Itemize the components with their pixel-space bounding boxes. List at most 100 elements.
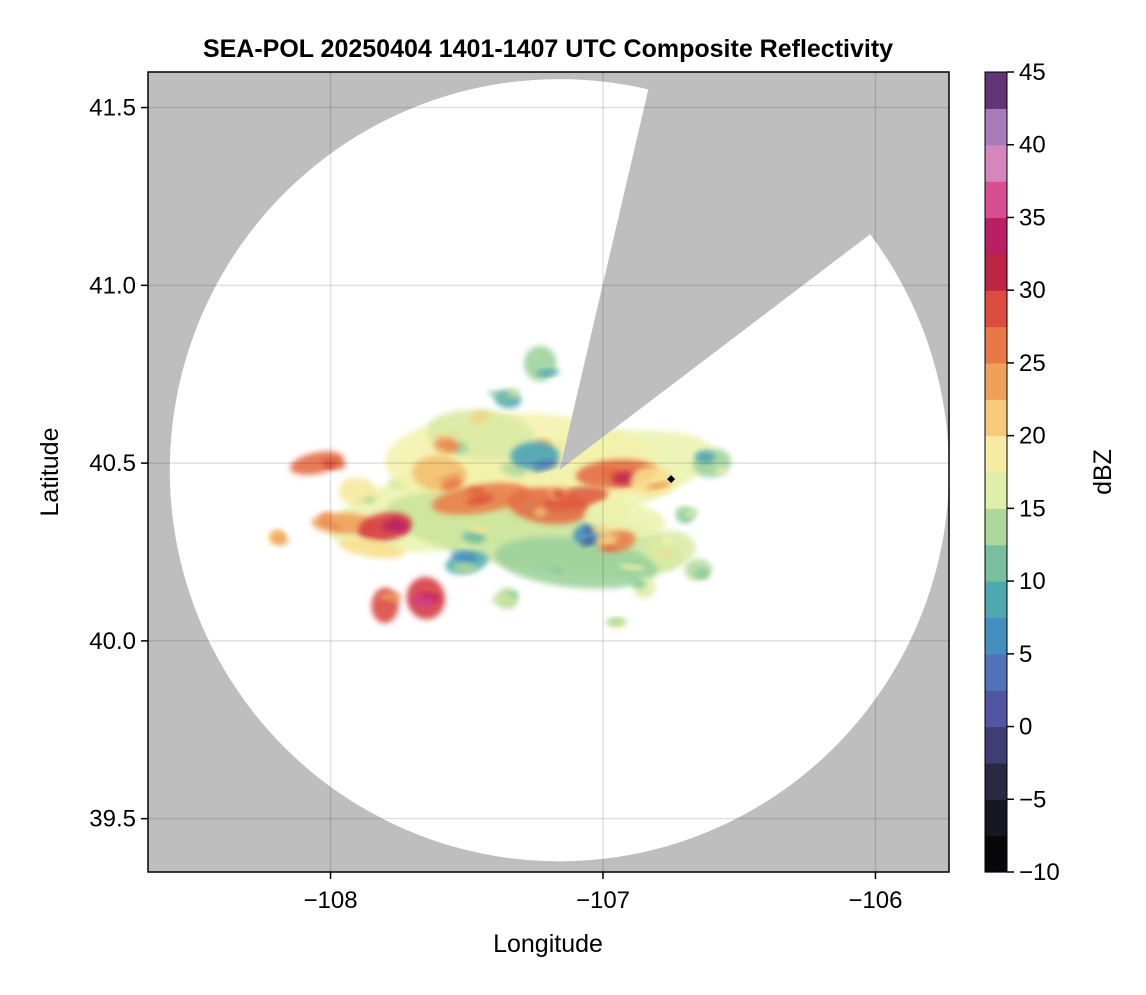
colorbar-segment [985,617,1007,655]
x-axis-ticks: −108 −107 −106 [304,872,902,914]
echo-speckle [411,594,435,609]
colorbar-segment [985,835,1007,873]
colorbar-segment [985,217,1007,255]
echo-speckle [491,593,515,606]
colorbar-tick-label: 45 [1019,59,1046,86]
echo-speckle [469,525,489,534]
colorbar-segment [985,72,1007,109]
echo-speckle [365,497,375,505]
colorbar-segment [985,290,1007,328]
echo-speckle [606,617,627,626]
echo-speckle [695,568,709,579]
y-tick-label: 41.0 [89,272,136,299]
colorbar-segment [985,690,1007,728]
echo-cell [646,530,696,567]
x-axis-label: Longitude [493,930,603,958]
echo-speckle [467,494,494,506]
echo-speckle [552,489,566,499]
colorbar-segment [985,581,1007,619]
y-tick-label: 41.5 [89,95,136,122]
colorbar-segment [985,508,1007,546]
echo-speckle [631,577,646,589]
echo-cell [339,538,404,559]
colorbar-tick-label: 40 [1019,132,1046,159]
echo-speckle [441,476,463,492]
colorbar-tick-label: 20 [1019,423,1046,450]
colorbar-frame [984,71,1008,873]
y-axis-label: Latitude [36,428,64,517]
echo-speckle [467,487,486,497]
echo-speckle [695,450,715,464]
echo-speckle [532,458,549,465]
echo-speckle [380,599,391,606]
echo-speckle [660,549,671,557]
echo-speckle [507,387,520,399]
echo-speckle [452,562,477,574]
grid-lines [148,72,949,872]
echo-speckle [646,481,671,490]
colorbar [984,71,1008,873]
colorbar-segment [985,253,1007,291]
echo-speckle [551,566,563,575]
chart-title: SEA-POL 20250404 1401-1407 UTC Composite… [203,35,893,63]
colorbar-label: dBZ [1089,449,1117,495]
echo-speckle [619,564,646,571]
echo-speckle [661,486,671,495]
colorbar-segment [985,799,1007,837]
x-tick-label: −106 [848,887,902,914]
echo-cell [290,451,344,475]
y-tick-label: 40.5 [89,450,136,477]
echo-speckle [487,390,510,400]
echo-speckle [596,533,618,547]
colorbar-segment [985,399,1007,437]
colorbar-tick-label: 5 [1019,641,1032,668]
echo-speckle [533,507,548,517]
echo-speckle [322,458,346,470]
echo-speckle [388,541,397,551]
echo-speckle [469,410,490,425]
plot-frame [147,71,950,873]
echo-speckle [462,531,486,544]
echo-speckle [379,591,403,603]
echo-speckle [319,520,344,530]
x-tick-label: −107 [576,887,630,914]
x-tick-label: −108 [304,887,358,914]
colorbar-segment [985,762,1007,800]
y-tick-label: 40.0 [89,628,136,655]
colorbar-tick-label: −5 [1019,786,1046,813]
echo-speckle [451,550,478,563]
colorbar-tick-label: 30 [1019,277,1046,304]
echo-speckle [661,534,674,548]
colorbar-segment [985,108,1007,146]
echo-speckle [581,537,597,546]
echo-speckle [319,511,333,522]
colorbar-tick-label: 15 [1019,495,1046,522]
colorbar-tick-label: 25 [1019,350,1046,377]
colorbar-segment [985,435,1007,473]
echo-speckle [536,369,560,377]
colorbar-tick-label: 10 [1019,568,1046,595]
colorbar-segment [985,362,1007,400]
colorbar-segment [985,653,1007,691]
colorbar-segment [985,326,1007,364]
colorbar-segment [985,181,1007,219]
plot-area [148,72,949,872]
colorbar-segment [985,144,1007,182]
colorbar-segment [985,726,1007,764]
echo-speckle [349,543,361,550]
echo-speckle [532,459,559,472]
colorbar-tick-label: 35 [1019,204,1046,231]
y-axis-ticks: 39.5 40.0 40.5 41.0 41.5 [89,95,148,833]
echo-speckle [392,520,410,534]
colorbar-tick-label: −10 [1019,859,1060,886]
colorbar-tick-label: 0 [1019,714,1032,741]
echo-speckle [591,524,613,536]
echo-speckle [685,511,695,517]
colorbar-segment [985,544,1007,582]
echo-speckle [436,472,463,481]
echo-speckle [435,438,460,452]
radar-site-marker [667,475,676,484]
echo-speckle [603,545,615,551]
